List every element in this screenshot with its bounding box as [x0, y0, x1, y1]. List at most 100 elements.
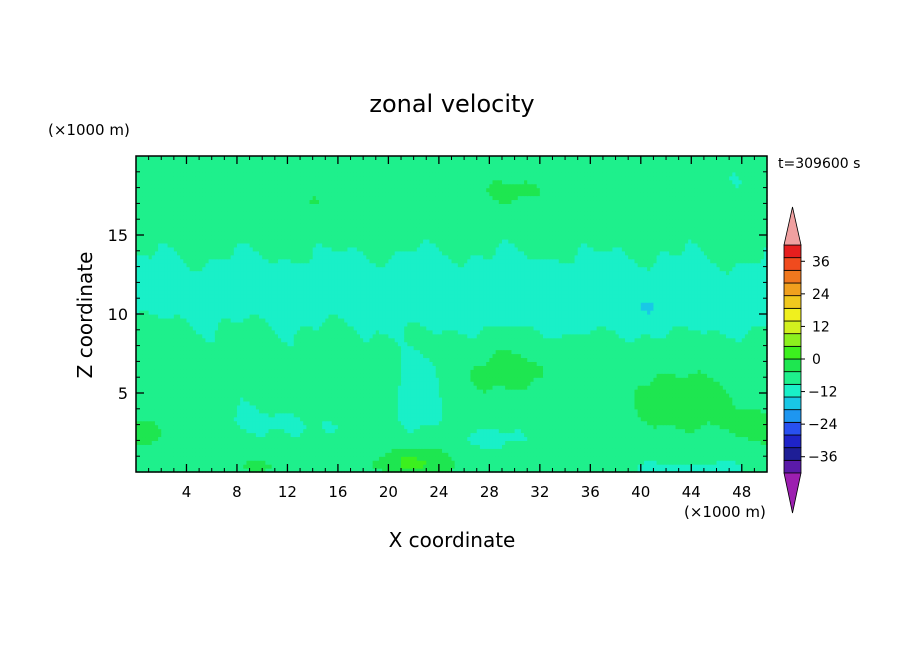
field-cell: [180, 448, 184, 453]
field-cell: [404, 393, 408, 398]
field-cell: [483, 452, 487, 457]
field-cell: [199, 460, 203, 465]
field-cell: [262, 396, 266, 402]
field-cell: [568, 460, 572, 465]
field-cell: [337, 448, 342, 453]
field-cell: [221, 396, 225, 402]
field-cell: [612, 381, 617, 386]
field-cell: [303, 424, 307, 430]
field-cell: [754, 448, 759, 453]
field-cell: [199, 440, 203, 445]
field-cell: [158, 456, 162, 461]
field-cell: [195, 373, 200, 378]
field-cell: [672, 396, 677, 402]
field-cell: [218, 381, 222, 386]
field-cell: [167, 460, 172, 465]
field-cell: [274, 393, 279, 398]
field-cell: [612, 396, 617, 402]
field-cell: [546, 424, 550, 430]
field-cell: [360, 452, 364, 457]
field-cell: [177, 389, 181, 394]
field-cell: [716, 452, 721, 457]
field-cell: [650, 393, 655, 398]
field-cell: [334, 424, 339, 430]
field-cell: [640, 389, 645, 394]
field-cell: [240, 468, 244, 473]
field-cell: [694, 385, 699, 390]
field-cell: [631, 393, 636, 398]
field-cell: [290, 404, 295, 410]
field-cell: [347, 444, 352, 449]
field-cell: [533, 404, 538, 410]
field-cell: [536, 428, 541, 434]
field-cell: [293, 420, 298, 426]
field-cell: [236, 393, 241, 398]
field-cell: [407, 436, 412, 441]
field-cell: [136, 460, 140, 465]
field-cell: [656, 432, 661, 438]
field-cell: [555, 381, 560, 386]
field-cell: [650, 436, 655, 441]
field-cell: [312, 440, 317, 445]
field-cell: [350, 436, 355, 441]
field-cell: [183, 460, 188, 465]
field-cell: [281, 389, 285, 394]
field-cell: [195, 400, 200, 406]
field-cell: [464, 377, 468, 382]
field-cell: [574, 408, 579, 414]
field-cell: [501, 416, 506, 422]
field-cell: [306, 389, 311, 394]
field-cell: [429, 385, 434, 390]
field-cell: [574, 424, 579, 430]
field-cell: [429, 381, 434, 386]
field-cell: [495, 377, 500, 382]
field-cell: [625, 448, 629, 453]
field-cell: [703, 377, 708, 382]
field-cell: [284, 432, 289, 438]
field-cell: [618, 428, 623, 434]
field-cell: [669, 412, 673, 418]
field-cell: [334, 381, 339, 386]
field-cell: [517, 460, 522, 465]
field-cell: [467, 432, 472, 438]
field-cell: [148, 389, 153, 394]
field-cell: [262, 464, 266, 469]
field-cell: [372, 460, 377, 465]
field-cell: [148, 448, 153, 453]
field-cell: [432, 389, 437, 394]
field-cell: [612, 404, 617, 410]
field-cell: [303, 448, 307, 453]
field-cell: [148, 444, 153, 449]
field-cell: [347, 456, 352, 461]
field-cell: [729, 420, 733, 426]
field-cell: [549, 420, 554, 426]
field-cell: [694, 448, 699, 453]
field-cell: [574, 452, 579, 457]
field-cell: [669, 389, 673, 394]
field-cell: [716, 377, 721, 382]
field-cell: [470, 436, 475, 441]
field-cell: [183, 373, 188, 378]
field-cell: [464, 428, 468, 434]
field-cell: [473, 373, 478, 378]
field-cell: [561, 452, 566, 457]
field-cell: [596, 412, 601, 418]
field-cell: [596, 381, 601, 386]
field-cell: [432, 456, 437, 461]
field-cell: [511, 448, 516, 453]
field-cell: [520, 436, 525, 441]
field-cell: [631, 400, 636, 406]
field-cell: [423, 373, 427, 378]
field-cell: [549, 416, 554, 422]
field-cell: [322, 420, 326, 426]
field-cell: [221, 460, 225, 465]
field-cell: [454, 381, 459, 386]
field-cell: [473, 412, 478, 418]
field-cell: [154, 377, 159, 382]
field-cell: [230, 412, 235, 418]
field-cell: [271, 396, 276, 402]
field-cell: [684, 412, 689, 418]
field-cell: [511, 424, 516, 430]
field-cell: [498, 432, 503, 438]
field-cell: [722, 400, 727, 406]
